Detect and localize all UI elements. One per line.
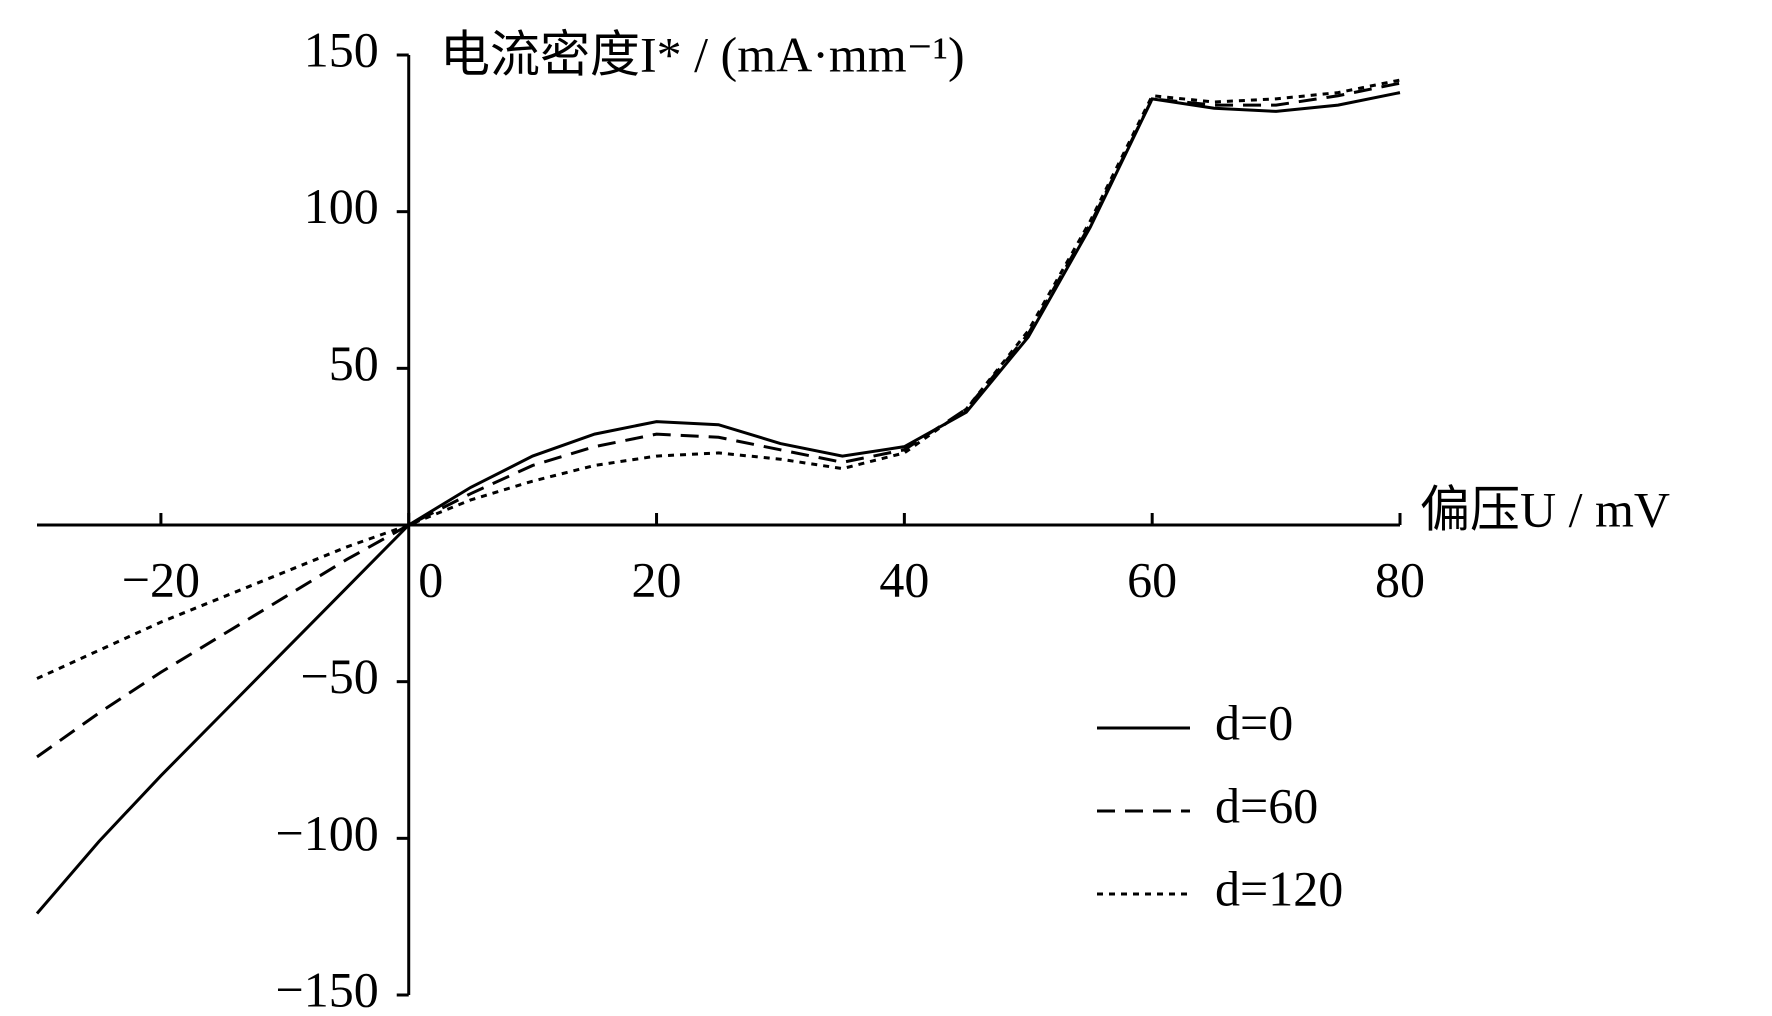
y-tick-label: 100 <box>304 178 379 234</box>
y-axis-label: 电流密度I* / (mA·mm⁻¹) <box>440 26 965 82</box>
x-axis-label: 偏压U / mV <box>1420 481 1670 537</box>
legend-label: d=120 <box>1215 860 1343 916</box>
y-tick-label: −50 <box>301 648 379 704</box>
x-tick-label: 80 <box>1375 551 1425 607</box>
x-tick-label: 20 <box>632 551 682 607</box>
x-tick-label: 40 <box>879 551 929 607</box>
x-tick-label: 0 <box>418 551 443 607</box>
series-line <box>36 78 1401 680</box>
x-tick-label: 60 <box>1127 551 1177 607</box>
series-line <box>36 81 1401 759</box>
y-tick-label: −100 <box>276 805 379 861</box>
legend-label: d=60 <box>1215 777 1318 833</box>
series-line <box>35 91 1401 915</box>
y-tick-label: 50 <box>329 335 379 391</box>
x-tick-label: −20 <box>122 551 200 607</box>
y-tick-label: 150 <box>304 21 379 77</box>
y-tick-label: −150 <box>276 961 379 1016</box>
legend-label: d=0 <box>1215 694 1293 750</box>
